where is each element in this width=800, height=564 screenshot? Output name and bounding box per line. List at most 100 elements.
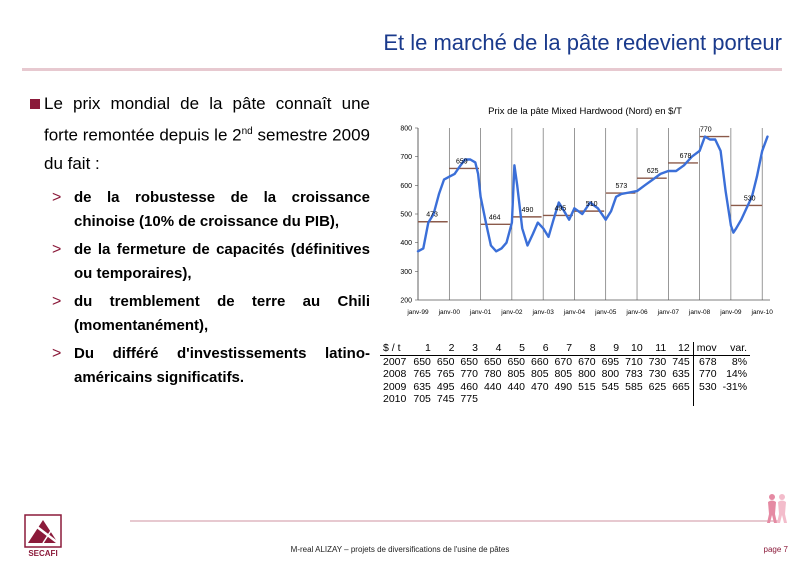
secafi-logo: SECAFI <box>24 514 62 558</box>
main-bullet-text-a: Le prix mondial de la pâte connaît une f… <box>44 94 370 145</box>
table-cell: 745 <box>672 355 690 368</box>
table-header-cell: 7 <box>551 342 576 356</box>
table-cell <box>599 393 623 406</box>
table-cell: 765 <box>436 368 455 380</box>
x-tick-label: janv-08 <box>688 309 711 316</box>
data-label: 625 <box>647 168 659 175</box>
table-cell: 2007 <box>383 355 407 368</box>
table-header-cell: 5 <box>504 342 529 356</box>
data-label: 770 <box>700 127 712 134</box>
table-cell: 670 <box>578 355 596 368</box>
chart-title: Prix de la pâte Mixed Hardwood (Nord) en… <box>488 106 682 117</box>
table-header-cell: 4 <box>480 342 505 356</box>
data-label: 490 <box>522 207 534 214</box>
table-cell: 800 <box>601 368 620 380</box>
table-cell <box>504 393 528 406</box>
table-header-cell: var. <box>719 342 751 356</box>
main-bullet: Le prix mondial de la pâte connaît une f… <box>30 90 370 178</box>
table-cell: 650 <box>413 355 431 368</box>
table-cell: 440 <box>483 380 502 393</box>
table-cell: 545 <box>601 380 620 393</box>
table-cell: 705 <box>413 393 431 405</box>
sub-bullet-list: > de la robustesse de la croissance chino… <box>30 186 370 390</box>
data-label: 678 <box>680 153 692 160</box>
table-cell: 530 <box>692 380 720 393</box>
title-divider <box>22 68 782 71</box>
table-cell: 440 <box>507 380 526 393</box>
table-header-cell: 3 <box>457 342 481 356</box>
y-tick-label: 800 <box>400 126 412 133</box>
table-cell: 635 <box>413 380 431 393</box>
x-tick-label: janv-99 <box>406 309 429 316</box>
table-cell: 635 <box>672 368 690 380</box>
y-tick-label: 600 <box>400 183 412 190</box>
x-tick-label: janv-04 <box>563 309 586 316</box>
table-header-cell: 11 <box>645 342 670 356</box>
table-cell: 14% <box>726 368 748 380</box>
price-table: $ / t 1 2 3 4 5 6 7 8 9 10 11 12 mov var. 2007 650 650 650… <box>380 342 751 406</box>
table-cell <box>481 393 505 406</box>
main-bullet-sup: nd <box>241 126 253 137</box>
table-cell: 730 <box>648 355 667 368</box>
x-tick-label: janv-07 <box>657 309 680 316</box>
table-cell: 650 <box>483 355 502 368</box>
table-cell <box>575 393 599 406</box>
table-cell: 470 <box>531 380 549 393</box>
table-cell: 665 <box>672 380 690 393</box>
chevron-right-icon: > <box>52 188 62 206</box>
table-cell: 2010 <box>383 393 407 405</box>
data-label: 530 <box>744 195 756 202</box>
table-header-cell: 1 <box>410 342 434 356</box>
table-header-row: $ / t 1 2 3 4 5 6 7 8 9 10 11 12 mov var. <box>380 342 751 356</box>
table-cell: 515 <box>578 380 596 393</box>
x-tick-label: janv-09 <box>719 309 742 316</box>
table-cell: 625 <box>648 380 667 393</box>
logo-mark-icon <box>24 514 62 548</box>
y-tick-label: 200 <box>400 298 412 305</box>
table-cell: 650 <box>460 355 478 368</box>
slide-title: Et le marché de la pâte redevient porteu… <box>383 30 782 55</box>
x-tick-label: janv-05 <box>594 309 617 316</box>
footer-text: M-real ALIZAY – projets de diversificati… <box>290 545 510 554</box>
x-tick-label: janv-06 <box>625 309 648 316</box>
table-cell: 765 <box>413 368 431 380</box>
table-row: 2010 705 745 775 <box>380 393 750 406</box>
table-cell: 710 <box>625 355 643 368</box>
price-series-line <box>416 135 769 253</box>
table-cell <box>692 393 720 406</box>
table-cell: 800 <box>578 368 596 380</box>
table-cell: 460 <box>460 380 478 393</box>
pulp-price-chart: Prix de la pâte Mixed Hardwood (Nord) en… <box>400 106 773 316</box>
table-cell <box>669 393 693 406</box>
table-cell: 780 <box>483 368 502 380</box>
sub-bullet-text: de la fermeture de capacités (définitive… <box>74 240 370 282</box>
data-label: 473 <box>426 212 438 219</box>
sub-bullet-text: Du différé d'investissements latino-amér… <box>74 344 370 386</box>
table-cell: -31% <box>722 380 748 393</box>
table-cell: 490 <box>554 380 573 393</box>
table-cell: 2008 <box>383 368 407 380</box>
table-cell <box>552 393 576 406</box>
main-bullet-text-b: semestre 2009 du fait : <box>44 125 370 173</box>
table-cell: 8% <box>731 355 748 368</box>
chevron-right-icon: > <box>52 344 62 362</box>
chevron-right-icon: > <box>52 292 62 310</box>
sub-bullet: > du tremblement de terre au Chili (momen… <box>52 290 370 338</box>
table-cell <box>622 393 646 406</box>
page-number: page 7 <box>763 545 788 554</box>
table-cell <box>646 393 670 406</box>
sub-bullet: > Du différé d'investissements latino-amé… <box>52 342 370 390</box>
footer-divider <box>130 520 780 522</box>
table-cell: 783 <box>625 368 643 380</box>
bullet-list: Le prix mondial de la pâte connaît une f… <box>30 90 370 394</box>
table-cell: 495 <box>436 380 455 393</box>
y-tick-label: 400 <box>400 240 412 247</box>
table-cell <box>720 393 751 406</box>
data-label: 510 <box>586 201 598 208</box>
table-header-cell: 2 <box>433 342 458 356</box>
data-label: 573 <box>616 183 628 190</box>
y-tick-label: 300 <box>400 269 412 276</box>
table-cell: 650 <box>507 355 526 368</box>
table-cell <box>528 393 552 406</box>
square-bullet-icon <box>30 99 40 109</box>
